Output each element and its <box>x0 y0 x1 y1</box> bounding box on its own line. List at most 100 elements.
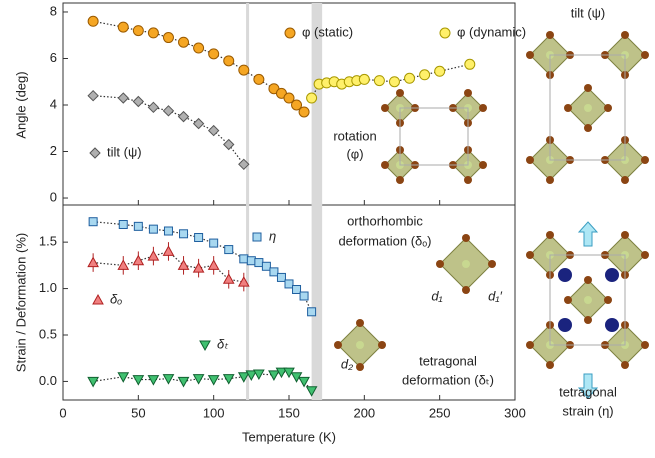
annotation: tilt (ψ) <box>571 5 606 20</box>
marker <box>419 69 431 81</box>
fit-line <box>93 95 245 165</box>
atom <box>526 51 534 59</box>
marker <box>87 15 99 27</box>
atom <box>356 363 364 371</box>
marker <box>246 256 256 266</box>
arrow <box>577 221 599 247</box>
legend-label: tilt (ψ) <box>107 144 142 159</box>
marker <box>223 138 235 151</box>
marker <box>209 238 219 248</box>
atom <box>621 176 629 184</box>
legend-marker <box>89 147 101 159</box>
marker <box>88 217 98 227</box>
marker <box>147 250 160 261</box>
marker <box>147 101 160 114</box>
atom <box>462 260 470 268</box>
marker <box>87 376 99 388</box>
marker <box>192 262 205 273</box>
legend-marker <box>284 27 296 39</box>
atom <box>526 156 534 164</box>
y-axis-label: Angle (deg) <box>13 71 28 138</box>
y-tick-label: 0.5 <box>39 326 57 341</box>
annotation: d₁′ <box>488 288 502 303</box>
legend-label: φ (static) <box>302 24 353 39</box>
marker <box>298 376 310 388</box>
atom <box>479 104 487 112</box>
marker <box>117 92 129 104</box>
y-tick-label: 6 <box>50 50 57 65</box>
atom <box>641 156 649 164</box>
fit-line <box>93 250 244 283</box>
marker <box>132 25 144 37</box>
marker <box>177 376 190 388</box>
marker <box>118 220 128 229</box>
annotation: d₁ <box>431 288 442 303</box>
marker <box>193 42 205 54</box>
marker <box>238 64 250 76</box>
marker <box>148 224 158 234</box>
marker <box>261 261 271 271</box>
marker <box>298 106 310 118</box>
marker <box>464 58 476 70</box>
y-tick-label: 4 <box>50 96 57 111</box>
marker <box>147 375 160 386</box>
marker <box>179 229 189 239</box>
atom <box>488 260 496 268</box>
atom <box>604 296 612 304</box>
y-tick-label: 2 <box>50 143 57 158</box>
x-tick-label: 300 <box>504 405 526 420</box>
marker <box>388 76 400 88</box>
atom <box>396 176 404 184</box>
transition-band <box>311 3 323 205</box>
annotation: deformation (δₒ) <box>338 233 431 248</box>
marker <box>404 72 416 84</box>
atom-blue <box>605 318 619 332</box>
marker <box>162 105 175 117</box>
atom <box>546 31 554 39</box>
atom <box>564 296 572 304</box>
marker <box>117 21 129 33</box>
marker <box>87 256 99 268</box>
atom <box>621 31 629 39</box>
atom <box>641 51 649 59</box>
marker <box>162 32 174 44</box>
marker <box>162 245 175 256</box>
atom <box>462 234 470 242</box>
legend-label: δₒ <box>110 291 122 306</box>
atom <box>546 231 554 239</box>
legend-marker <box>199 340 211 352</box>
marker <box>192 117 205 130</box>
legend-marker <box>252 232 262 242</box>
atom <box>381 104 389 112</box>
x-tick-label: 50 <box>131 405 145 420</box>
fit-line <box>93 20 305 113</box>
marker <box>373 75 385 87</box>
cell <box>399 107 469 166</box>
atom <box>564 104 572 112</box>
y-tick-label: 8 <box>50 3 57 18</box>
atom <box>334 341 342 349</box>
marker <box>223 55 235 67</box>
annotation: tetragonal <box>559 384 617 399</box>
marker <box>147 27 159 39</box>
atom-blue <box>605 268 619 282</box>
atom-blue <box>558 318 572 332</box>
marker <box>239 254 249 264</box>
atom <box>356 319 364 327</box>
atom <box>356 341 364 349</box>
marker <box>222 374 235 385</box>
marker <box>117 372 130 383</box>
marker <box>358 73 370 85</box>
marker <box>133 221 143 231</box>
atom <box>621 361 629 369</box>
atom <box>546 361 554 369</box>
x-tick-label: 250 <box>429 405 451 420</box>
marker <box>283 92 295 104</box>
marker <box>207 375 220 386</box>
marker <box>305 386 318 397</box>
atom <box>604 104 612 112</box>
marker <box>306 92 318 104</box>
atom <box>526 251 534 259</box>
marker <box>177 259 190 270</box>
